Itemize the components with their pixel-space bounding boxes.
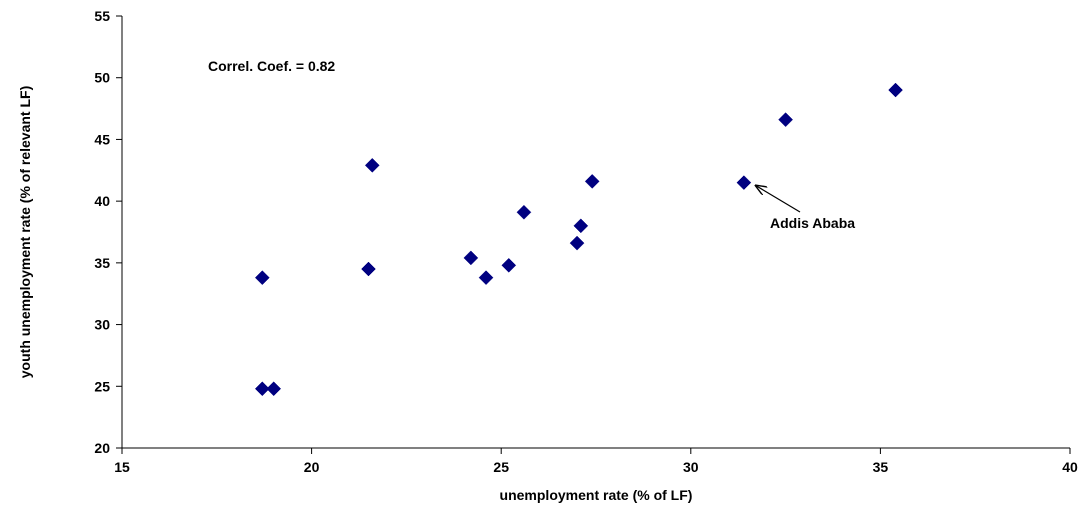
scatter-point: [778, 112, 793, 128]
data-points: [254, 82, 903, 397]
scatter-point: [501, 257, 517, 273]
scatter-point: [478, 270, 494, 286]
y-tick-label: 20: [94, 440, 110, 456]
correlation-annotation: Correl. Coef. = 0.82: [208, 58, 335, 74]
scatter-point: [584, 174, 600, 189]
y-tick-label: 25: [94, 378, 110, 394]
annotations: Correl. Coef. = 0.82 Addis Ababa: [208, 58, 855, 231]
y-tick-label: 40: [94, 193, 110, 209]
y-tick-label: 30: [94, 317, 110, 333]
y-axis-title: youth unemployment rate (% of relevant L…: [17, 86, 33, 378]
scatter-point: [736, 175, 752, 190]
scatter-point: [573, 218, 589, 234]
scatter-point: [569, 235, 585, 251]
y-tick-label: 50: [94, 70, 110, 86]
scatter-point: [266, 381, 282, 397]
x-tick-label: 15: [114, 459, 130, 475]
scatter-point: [888, 82, 903, 98]
addis-ababa-arrow: [756, 186, 801, 213]
x-tick-label: 30: [683, 459, 699, 475]
scatter-point: [516, 204, 532, 220]
y-tick-label: 35: [94, 255, 110, 271]
x-tick-label: 40: [1062, 459, 1078, 475]
x-tick-label: 35: [873, 459, 889, 475]
y-tick-label: 55: [94, 8, 110, 24]
addis-ababa-label: Addis Ababa: [770, 215, 855, 231]
y-tick-label: 45: [94, 131, 110, 147]
x-axis-ticks: 15 20 25 30 35 40: [114, 448, 1078, 475]
x-axis-title: unemployment rate (% of LF): [500, 487, 693, 503]
scatter-point: [254, 381, 270, 397]
scatter-point: [361, 261, 376, 277]
scatter-point: [364, 157, 380, 173]
y-axis-ticks: 20 25 30 35 40 45 50 55: [94, 8, 122, 456]
scatter-point: [463, 250, 479, 266]
x-tick-label: 20: [304, 459, 320, 475]
scatter-point: [254, 270, 270, 286]
x-tick-label: 25: [493, 459, 509, 475]
